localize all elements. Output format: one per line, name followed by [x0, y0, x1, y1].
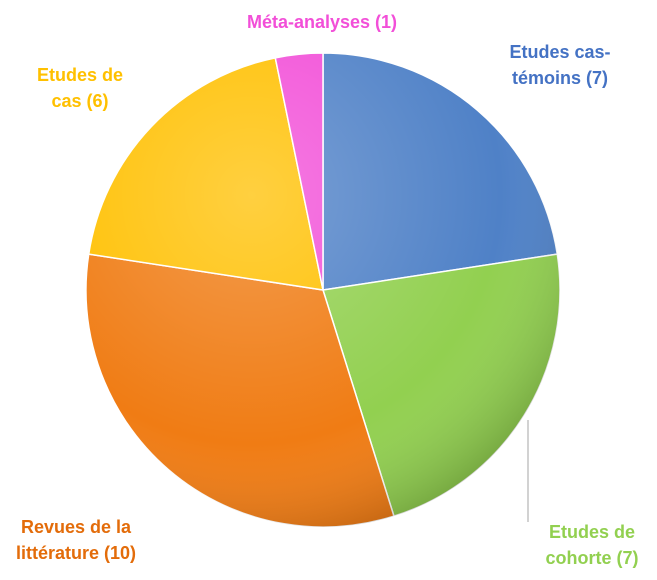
slice-label: Etudes cas-témoins (7) — [509, 42, 611, 88]
slice-label: Etudes de cas (6) — [36, 65, 124, 111]
slice-label: Etudes de cohorte (7) — [545, 522, 639, 568]
slice-label: Revues de la littérature (10) — [15, 517, 137, 563]
slice-label: Méta-analyses (1) — [246, 12, 398, 32]
pie — [85, 52, 561, 528]
